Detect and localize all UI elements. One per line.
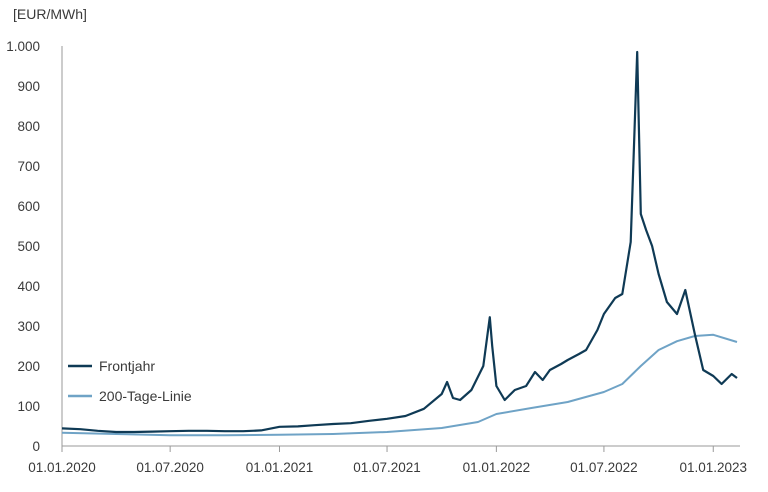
x-tick-label: 01.01.2021	[246, 460, 314, 475]
legend-label: 200-Tage-Linie	[99, 388, 192, 404]
x-tick-label: 01.07.2020	[136, 460, 204, 475]
series-layer	[61, 50, 738, 437]
y-tick-label: 200	[17, 359, 40, 374]
y-tick-label: 900	[17, 79, 40, 94]
x-tick-label: 01.07.2021	[353, 460, 421, 475]
y-tick-label: 600	[17, 199, 40, 214]
y-tick-label: 800	[17, 119, 40, 134]
legend: Frontjahr 200-Tage-Linie	[68, 358, 192, 404]
y-axis-unit-label: [EUR/MWh]	[13, 6, 87, 22]
y-tick-label: 100	[17, 399, 40, 414]
y-tick-label: 0	[32, 439, 40, 454]
y-tick-label: 700	[17, 159, 40, 174]
y-axis: 0 100 200 300 400 500 600 700 800 900 1.000	[6, 39, 40, 454]
x-tick-label: 01.01.2022	[463, 460, 531, 475]
y-tick-label: 1.000	[6, 39, 40, 54]
legend-label: Frontjahr	[99, 358, 155, 374]
y-tick-label: 500	[17, 239, 40, 254]
x-axis: 01.01.2020 01.07.2020 01.01.2021 01.07.2021…	[28, 446, 747, 475]
x-tick-label: 01.07.2022	[570, 460, 638, 475]
x-tick-label: 01.01.2020	[28, 460, 96, 475]
series-line-200-tage-linie	[61, 333, 738, 437]
y-tick-label: 400	[17, 279, 40, 294]
x-tick-label: 01.01.2023	[679, 460, 747, 475]
y-tick-label: 300	[17, 319, 40, 334]
series-line-frontjahr	[61, 50, 738, 434]
